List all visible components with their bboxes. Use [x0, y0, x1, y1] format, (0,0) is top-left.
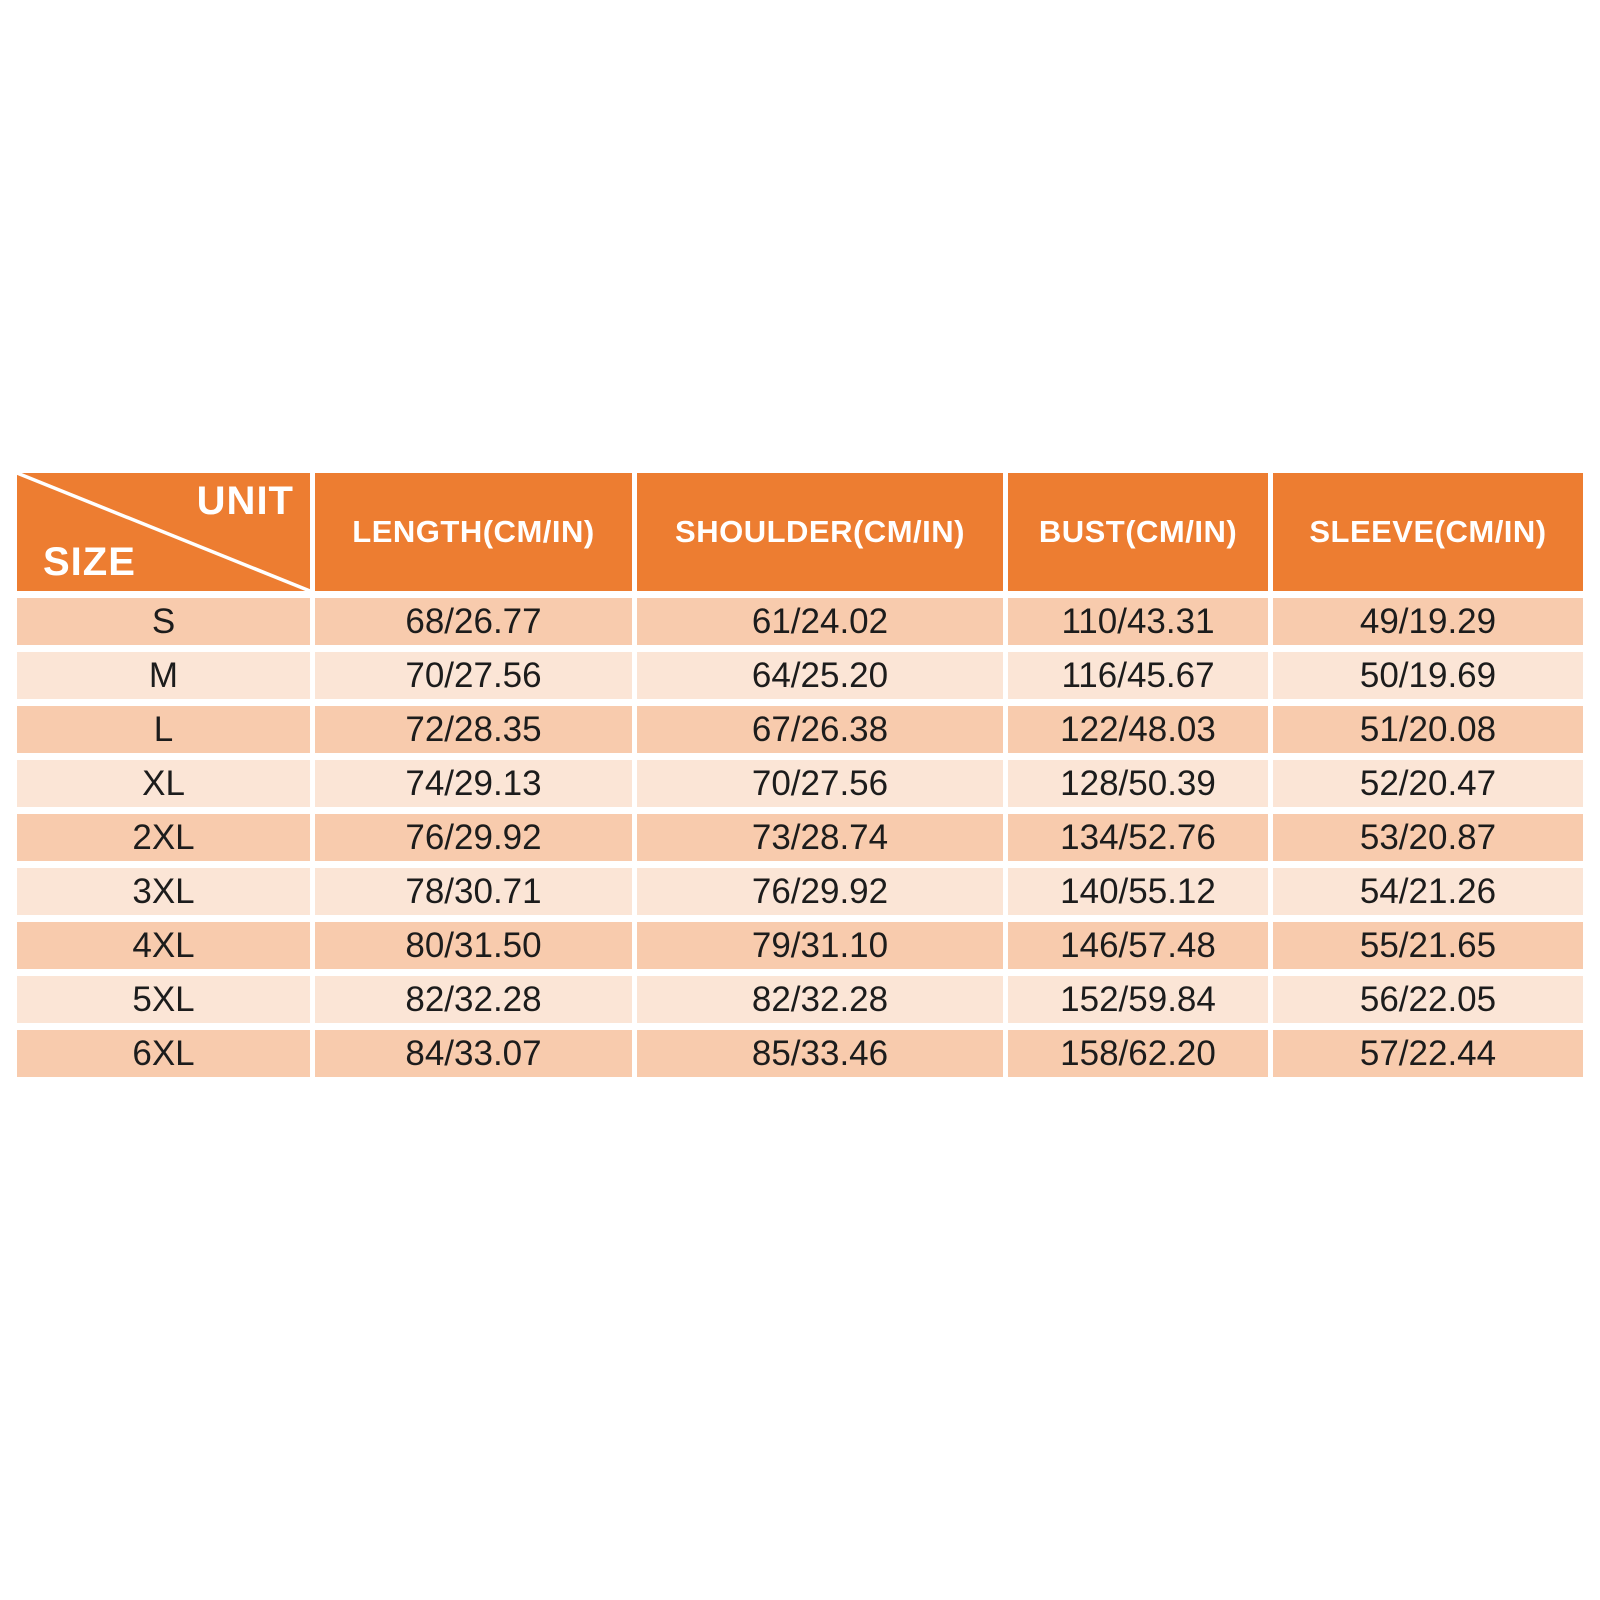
- size-cell: 2XL: [17, 814, 310, 861]
- diagonal-divider-line: [17, 473, 310, 591]
- bust-cell: 128/50.39: [1008, 760, 1268, 807]
- shoulder-cell: 82/32.28: [637, 976, 1003, 1023]
- sleeve-cell: 51/20.08: [1273, 706, 1583, 753]
- length-cell: 68/26.77: [315, 598, 632, 645]
- length-cell: 70/27.56: [315, 652, 632, 699]
- length-cell: 76/29.92: [315, 814, 632, 861]
- bust-cell: 152/59.84: [1008, 976, 1268, 1023]
- length-cell: 72/28.35: [315, 706, 632, 753]
- column-header-length: LENGTH(CM/IN): [315, 473, 632, 591]
- column-header-sleeve: SLEEVE(CM/IN): [1273, 473, 1583, 591]
- sleeve-cell: 54/21.26: [1273, 868, 1583, 915]
- shoulder-cell: 76/29.92: [637, 868, 1003, 915]
- sleeve-cell: 49/19.29: [1273, 598, 1583, 645]
- shoulder-cell: 67/26.38: [637, 706, 1003, 753]
- bust-cell: 140/55.12: [1008, 868, 1268, 915]
- length-cell: 78/30.71: [315, 868, 632, 915]
- sleeve-cell: 57/22.44: [1273, 1030, 1583, 1077]
- sleeve-cell: 50/19.69: [1273, 652, 1583, 699]
- sleeve-cell: 56/22.05: [1273, 976, 1583, 1023]
- size-cell: L: [17, 706, 310, 753]
- sleeve-cell: 52/20.47: [1273, 760, 1583, 807]
- bust-cell: 158/62.20: [1008, 1030, 1268, 1077]
- shoulder-cell: 73/28.74: [637, 814, 1003, 861]
- size-cell: 3XL: [17, 868, 310, 915]
- size-chart-table: UNIT SIZE LENGTH(CM/IN) SHOULDER(CM/IN) …: [17, 473, 1583, 1077]
- length-cell: 82/32.28: [315, 976, 632, 1023]
- bust-cell: 134/52.76: [1008, 814, 1268, 861]
- sleeve-cell: 53/20.87: [1273, 814, 1583, 861]
- shoulder-cell: 70/27.56: [637, 760, 1003, 807]
- length-cell: 80/31.50: [315, 922, 632, 969]
- shoulder-cell: 85/33.46: [637, 1030, 1003, 1077]
- shoulder-cell: 64/25.20: [637, 652, 1003, 699]
- size-cell: S: [17, 598, 310, 645]
- size-cell: M: [17, 652, 310, 699]
- size-cell: 5XL: [17, 976, 310, 1023]
- bust-cell: 110/43.31: [1008, 598, 1268, 645]
- length-cell: 84/33.07: [315, 1030, 632, 1077]
- shoulder-cell: 61/24.02: [637, 598, 1003, 645]
- corner-cell: UNIT SIZE: [17, 473, 310, 591]
- size-label: SIZE: [43, 540, 136, 584]
- column-header-shoulder: SHOULDER(CM/IN): [637, 473, 1003, 591]
- bust-cell: 122/48.03: [1008, 706, 1268, 753]
- length-cell: 74/29.13: [315, 760, 632, 807]
- size-cell: 4XL: [17, 922, 310, 969]
- column-header-bust: BUST(CM/IN): [1008, 473, 1268, 591]
- shoulder-cell: 79/31.10: [637, 922, 1003, 969]
- bust-cell: 146/57.48: [1008, 922, 1268, 969]
- sleeve-cell: 55/21.65: [1273, 922, 1583, 969]
- bust-cell: 116/45.67: [1008, 652, 1268, 699]
- size-cell: 6XL: [17, 1030, 310, 1077]
- unit-label: UNIT: [196, 479, 294, 523]
- size-cell: XL: [17, 760, 310, 807]
